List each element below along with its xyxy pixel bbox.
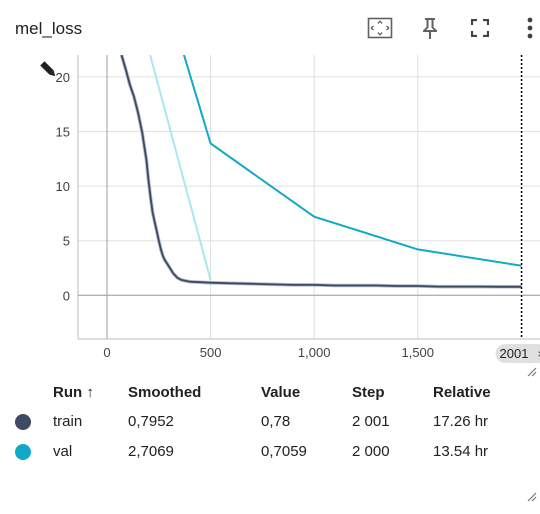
hover-step-label: 2001: [500, 346, 529, 361]
resize-handle-icon[interactable]: [526, 491, 538, 503]
x-tick-label: 1,000: [298, 345, 331, 360]
fit-domain-icon: [367, 17, 393, 39]
run-name: val: [53, 442, 73, 460]
y-tick-label: 0: [63, 288, 70, 303]
step-value: 2 000: [352, 442, 390, 460]
y-tick-label: 20: [56, 70, 70, 85]
y-tick-label: 5: [63, 234, 70, 249]
x-tick-label: 0: [103, 345, 110, 360]
table-row: train 0,7952 0,78 2 001 17.26 hr: [15, 406, 523, 436]
run-color-dot: [15, 413, 31, 430]
series-line-train: [120, 55, 522, 288]
resize-handle-icon[interactable]: [526, 366, 538, 378]
fit-domain-button[interactable]: [366, 14, 394, 42]
chart-area[interactable]: 0 5 10 15 20 0 500 1,000 1,500 2001 ×: [0, 55, 540, 370]
raw-value: 0,78: [261, 412, 291, 430]
runs-table: Run ↑ Smoothed Value Step Relative train…: [15, 378, 523, 466]
more-vert-icon: [527, 17, 533, 39]
pin-button[interactable]: [416, 14, 444, 42]
more-button[interactable]: [516, 14, 540, 42]
y-tick-label: 15: [56, 124, 70, 139]
header-run[interactable]: Run ↑: [53, 383, 94, 401]
x-tick-label: 1,500: [401, 345, 434, 360]
table-header-row: Run ↑ Smoothed Value Step Relative: [15, 378, 523, 406]
x-tick-label: 500: [200, 345, 222, 360]
y-tick-label: 10: [56, 179, 70, 194]
series-line-val: [182, 55, 522, 267]
header-smoothed: Smoothed: [128, 383, 202, 401]
step-value: 2 001: [352, 412, 390, 430]
header-value: Value: [261, 383, 301, 401]
relative-time: 13.54 hr: [433, 442, 489, 460]
smoothed-value: 0,7952: [128, 412, 174, 430]
pencil-icon: [40, 61, 56, 77]
relative-time: 17.26 hr: [433, 412, 489, 430]
fullscreen-button[interactable]: [466, 14, 494, 42]
smoothed-value: 2,7069: [128, 442, 174, 460]
close-icon: ×: [538, 347, 540, 361]
table-row: val 2,7069 0,7059 2 000 13.54 hr: [15, 436, 523, 466]
pin-icon: [423, 18, 437, 39]
raw-value: 0,7059: [261, 442, 307, 460]
run-name: train: [53, 412, 83, 430]
run-color-dot: [15, 443, 31, 460]
series-line-val-raw: [149, 55, 212, 281]
header-step: Step: [352, 383, 385, 401]
card-title: mel_loss: [15, 19, 83, 38]
hover-step-chip: [495, 344, 540, 363]
fullscreen-icon: [471, 19, 489, 37]
header-relative: Relative: [433, 383, 491, 401]
